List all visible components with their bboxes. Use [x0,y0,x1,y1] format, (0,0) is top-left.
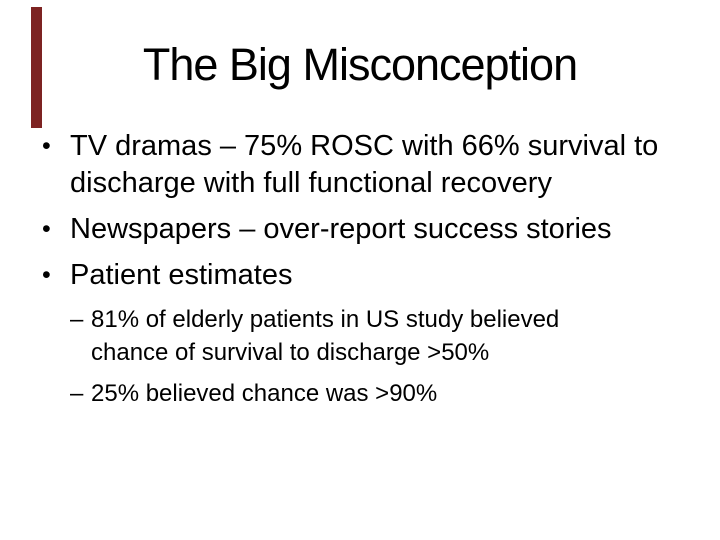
bullet-line: TV dramas – 75% ROSC with 66% survival t… [70,130,659,162]
bullet-item-patient-estimates: • Patient estimates [42,257,702,294]
dash-bullet-icon: – [70,380,84,407]
bullet-line: Patient estimates [70,259,293,291]
bullet-text: 81% of elderly patients in US study beli… [91,303,559,369]
slide-title: The Big Misconception [142,39,578,90]
bullet-dot-icon: • [42,261,51,289]
bullet-line: chance of survival to discharge >50% [91,339,490,366]
bullet-line: 81% of elderly patients in US study beli… [91,306,560,333]
bullet-text: TV dramas – 75% ROSC with 66% survival t… [70,128,658,202]
accent-bar [31,7,42,128]
bullet-line: Newspapers – over-report success stories [70,213,612,245]
bullet-line: 25% believed chance was >90% [91,380,438,407]
sub-bullet-item-25-percent: – 25% believed chance was >90% [70,377,702,410]
bullet-item-tv-dramas: • TV dramas – 75% ROSC with 66% survival… [42,128,702,202]
dash-bullet-icon: – [70,306,84,333]
bullet-dot-icon: • [42,132,51,160]
bullet-text: Newspapers – over-report success stories [70,211,612,248]
bullet-text: 25% believed chance was >90% [91,377,437,410]
bullet-line: discharge with full functional recovery [70,167,552,199]
bullet-list: • TV dramas – 75% ROSC with 66% survival… [42,128,702,418]
bullet-item-newspapers: • Newspapers – over-report success stori… [42,211,702,248]
sub-bullet-item-81-percent: – 81% of elderly patients in US study be… [70,303,702,369]
bullet-text: Patient estimates [70,257,292,294]
bullet-dot-icon: • [42,215,51,243]
